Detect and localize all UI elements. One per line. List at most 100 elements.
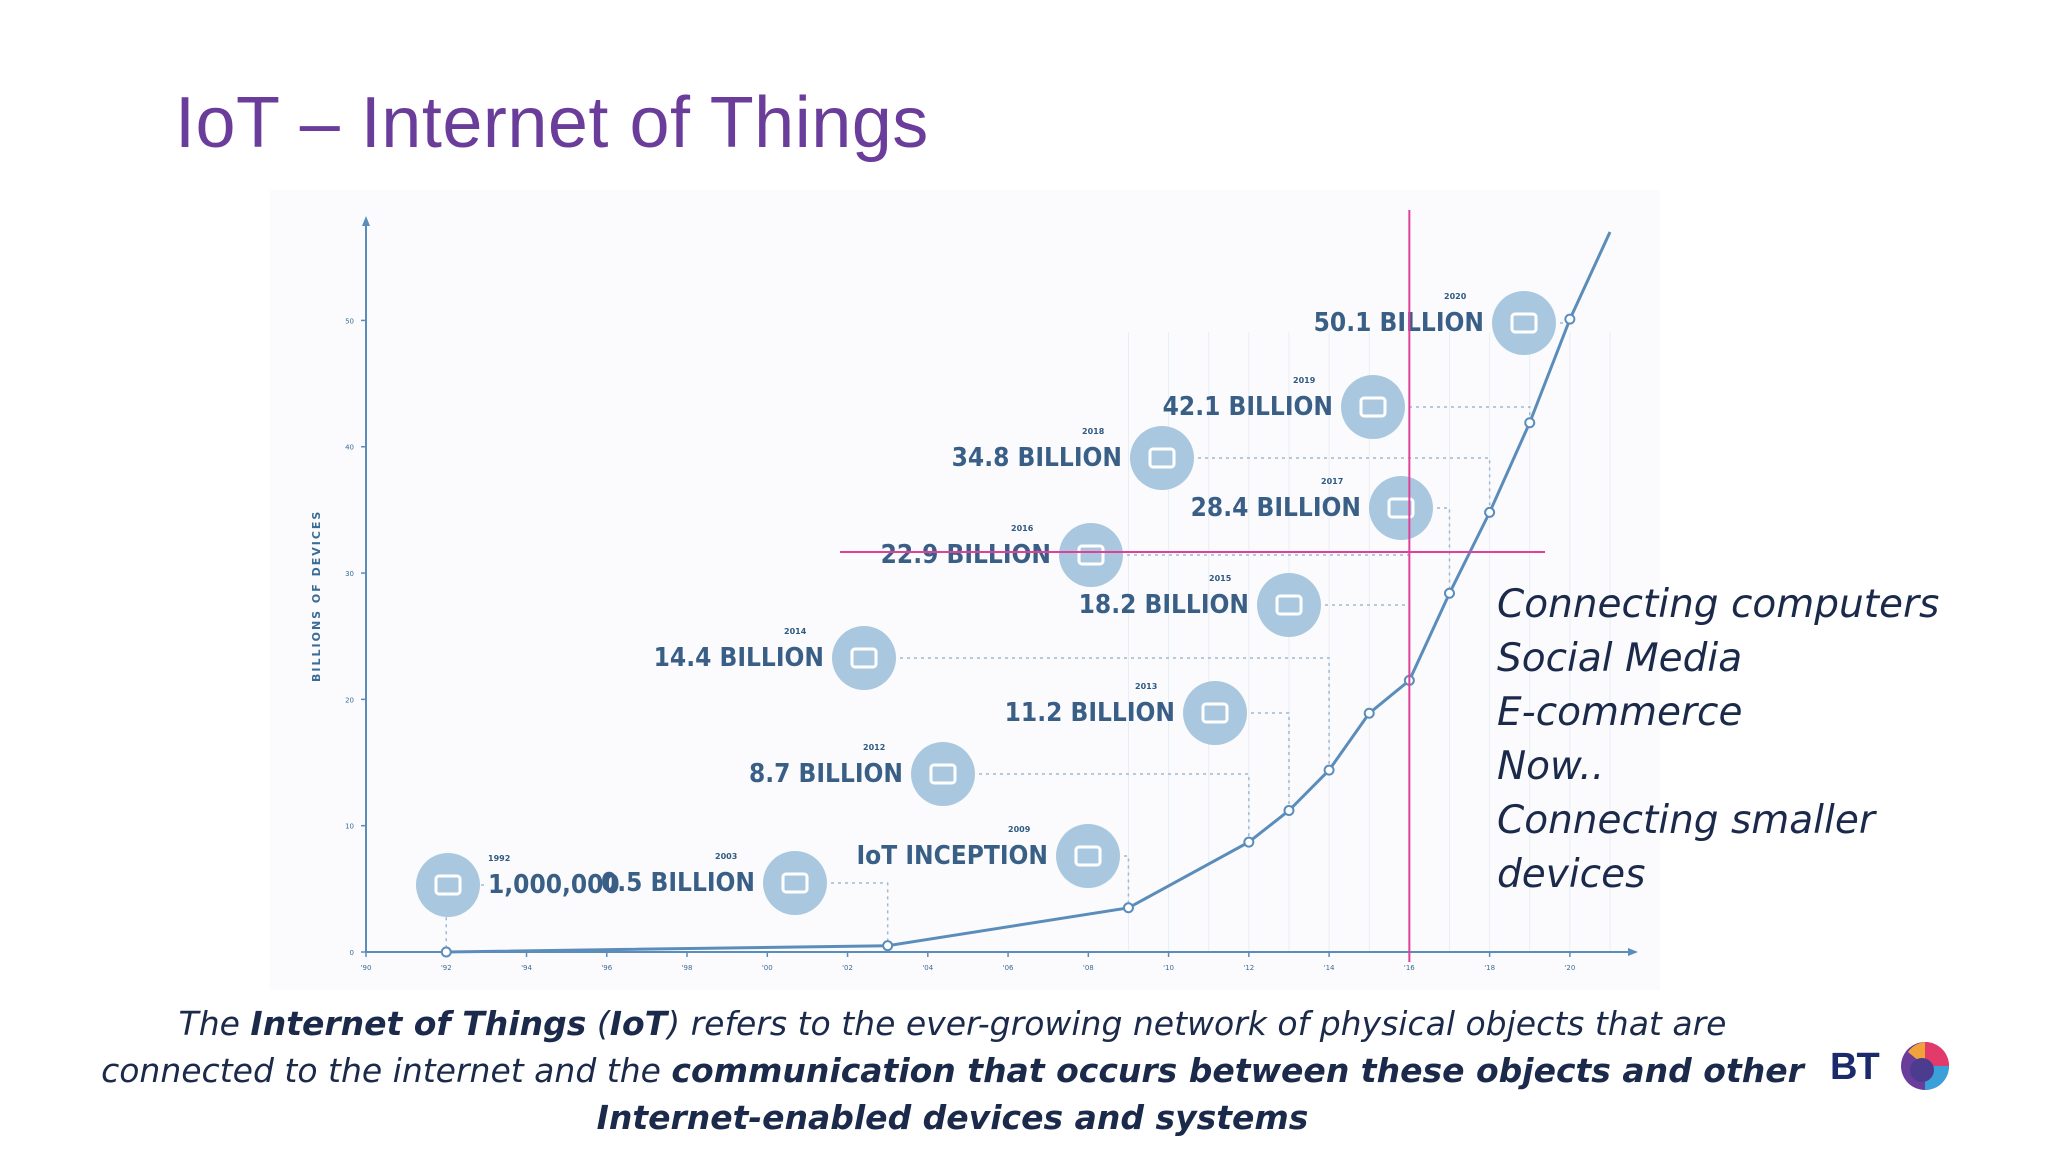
x-tick-label: '14 bbox=[1324, 964, 1335, 972]
milestone-year: 2015 bbox=[1209, 574, 1232, 583]
x-tick-label: '00 bbox=[762, 964, 773, 972]
keyboard-icon bbox=[1369, 476, 1433, 540]
x-tick-label: '20 bbox=[1564, 964, 1575, 972]
side-list-item: Connecting smaller bbox=[1497, 798, 1875, 843]
icon-glyph bbox=[1275, 594, 1303, 616]
toothbrush-icon bbox=[1257, 573, 1321, 637]
data-point bbox=[1323, 764, 1335, 776]
bt-globe-icon bbox=[1901, 1042, 1949, 1090]
icon-glyph bbox=[1201, 702, 1229, 724]
x-tick-label: '12 bbox=[1243, 964, 1254, 972]
leader-line bbox=[979, 773, 1250, 843]
x-tick-label: '06 bbox=[1003, 964, 1014, 972]
milestone-label: 22.9 BILLION bbox=[881, 540, 1051, 570]
watch-fridge-icon bbox=[911, 742, 975, 806]
milestone-label: 28.4 BILLION bbox=[1191, 493, 1361, 523]
laptop-icon bbox=[763, 851, 827, 915]
milestone-year: 2003 bbox=[715, 852, 737, 861]
x-tick-label: '96 bbox=[601, 964, 612, 972]
data-point bbox=[1443, 587, 1455, 599]
chart-svg: 0 10 20 30 40 50 '90 '92 '94 '96 '98 '00 '02 '04 '06 '0… bbox=[310, 210, 1638, 972]
icon-glyph bbox=[1387, 497, 1415, 519]
x-axis-arrow bbox=[1628, 948, 1638, 956]
milestone-label: 50.1 BILLION bbox=[1314, 308, 1484, 338]
milestone-year: 2012 bbox=[863, 743, 885, 752]
smoke-detector-icon bbox=[1341, 375, 1405, 439]
side-list-item: Social Media bbox=[1497, 636, 1743, 681]
data-point bbox=[1524, 417, 1536, 429]
x-tick-label: '18 bbox=[1484, 964, 1495, 972]
y-tick-label: 20 bbox=[345, 696, 354, 704]
data-point bbox=[1122, 902, 1134, 914]
icon-glyph bbox=[1148, 447, 1176, 469]
milestone-label: 14.4 BILLION bbox=[654, 643, 824, 673]
definition-caption: The Internet of Things (IoT) refers to t… bbox=[90, 1000, 1815, 1141]
milestone-year: 2019 bbox=[1293, 376, 1316, 385]
caption-bold: communication that occurs between these … bbox=[596, 1051, 1804, 1137]
iot-growth-chart: 0 10 20 30 40 50 '90 '92 '94 '96 '98 '00 '02 '04 '06 '0… bbox=[270, 190, 1660, 990]
data-point bbox=[1283, 805, 1295, 817]
x-tick-label: '94 bbox=[521, 964, 532, 972]
milestone-year: 2009 bbox=[1008, 825, 1031, 834]
y-tick-label: 40 bbox=[345, 444, 354, 452]
side-list: Connecting computers Social Media E-comm… bbox=[1497, 578, 1939, 902]
x-tick-label: '92 bbox=[441, 964, 452, 972]
traffic-light-icon bbox=[1059, 523, 1123, 587]
data-point bbox=[1564, 313, 1576, 325]
milestone-year: 2020 bbox=[1444, 292, 1467, 301]
milestone-year: 2016 bbox=[1011, 524, 1034, 533]
milestone-label: 34.8 BILLION bbox=[952, 443, 1122, 473]
icon-glyph bbox=[929, 763, 957, 785]
icon-glyph bbox=[1077, 544, 1105, 566]
leader-line bbox=[1124, 855, 1130, 908]
milestone-year: 2014 bbox=[784, 627, 807, 636]
thermostat-icon bbox=[1130, 426, 1194, 490]
side-list-item: Now.. bbox=[1497, 744, 1605, 789]
milestone-year: 2017 bbox=[1321, 477, 1343, 486]
y-tick-label: 50 bbox=[345, 317, 354, 325]
side-list-item: Connecting computers bbox=[1497, 582, 1940, 627]
x-tick-label: '10 bbox=[1163, 964, 1174, 972]
side-list-item: devices bbox=[1497, 852, 1646, 897]
leader-line bbox=[900, 657, 1330, 771]
x-tick-label: '04 bbox=[922, 964, 933, 972]
milestone-label: 0.5 BILLION bbox=[601, 868, 755, 898]
y-axis-arrow bbox=[362, 216, 370, 226]
x-tick-label: '98 bbox=[682, 964, 693, 972]
oven-icon bbox=[1183, 681, 1247, 745]
caption-text: ) refers to the ever-growing network of … bbox=[101, 1004, 1727, 1090]
slide-title: IoT – Internet of Things bbox=[175, 83, 929, 163]
milestone-label: 8.7 BILLION bbox=[749, 759, 903, 789]
leader-line bbox=[1325, 604, 1411, 681]
icon-glyph bbox=[434, 874, 462, 896]
leader-line bbox=[1409, 406, 1531, 423]
icon-glyph bbox=[1074, 845, 1102, 867]
caption-bold: Internet of Things bbox=[250, 1004, 587, 1043]
y-tick-label: 0 bbox=[350, 949, 354, 957]
x-tick-label: '16 bbox=[1404, 964, 1415, 972]
icon-glyph bbox=[781, 872, 809, 894]
data-point bbox=[1484, 506, 1496, 518]
y-tick-label: 30 bbox=[345, 570, 354, 578]
x-tick-label: '08 bbox=[1083, 964, 1094, 972]
y-tick-label: 10 bbox=[345, 823, 354, 831]
lightbulb-icon bbox=[1056, 824, 1120, 888]
data-point bbox=[1363, 707, 1375, 719]
data-point bbox=[882, 940, 894, 952]
x-tick-label: '02 bbox=[842, 964, 853, 972]
caption-bold: IoT bbox=[609, 1004, 668, 1043]
milestone-label: 42.1 BILLION bbox=[1163, 392, 1333, 422]
milestone-label: 18.2 BILLION bbox=[1079, 590, 1249, 620]
data-point bbox=[440, 946, 452, 958]
milestone-label: 1,000,000 bbox=[488, 870, 620, 900]
milestone-year: 1992 bbox=[488, 854, 510, 863]
milestone-label: IoT INCEPTION bbox=[856, 841, 1048, 871]
icon-glyph bbox=[1359, 396, 1387, 418]
y-axis-label: BILLIONS OF DEVICES bbox=[310, 510, 323, 682]
leader-line bbox=[1251, 712, 1290, 811]
caption-text: ( bbox=[586, 1004, 610, 1043]
wind-turbine-icon bbox=[832, 626, 896, 690]
x-tick-label: '90 bbox=[361, 964, 372, 972]
icon-glyph bbox=[850, 647, 878, 669]
leader-line bbox=[1437, 507, 1451, 594]
